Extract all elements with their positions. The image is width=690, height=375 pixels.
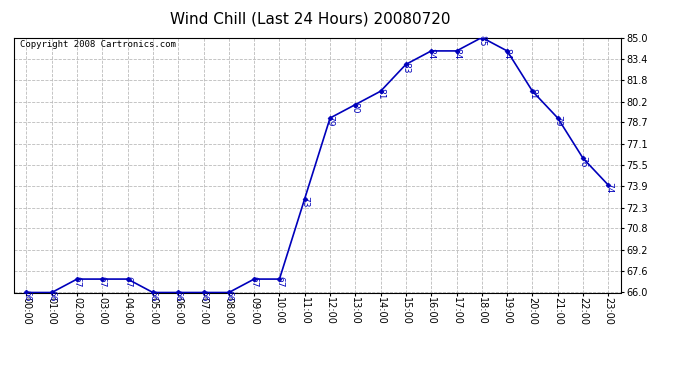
Text: 67: 67 (123, 276, 132, 288)
Text: 79: 79 (553, 115, 562, 127)
Text: 80: 80 (351, 102, 360, 113)
Text: 66: 66 (22, 290, 31, 301)
Text: Copyright 2008 Cartronics.com: Copyright 2008 Cartronics.com (20, 40, 176, 49)
Text: 85: 85 (477, 35, 486, 46)
Text: 66: 66 (199, 290, 208, 301)
Text: 84: 84 (452, 48, 461, 60)
Text: 83: 83 (402, 62, 411, 73)
Text: 81: 81 (376, 88, 385, 100)
Text: 81: 81 (528, 88, 537, 100)
Text: 66: 66 (224, 290, 233, 301)
Text: 84: 84 (502, 48, 512, 60)
Text: 67: 67 (250, 276, 259, 288)
Text: 79: 79 (326, 115, 335, 127)
Text: 76: 76 (578, 156, 588, 167)
Text: 66: 66 (47, 290, 57, 301)
Text: 73: 73 (300, 196, 309, 207)
Text: 67: 67 (275, 276, 284, 288)
Text: 67: 67 (98, 276, 107, 288)
Text: 84: 84 (426, 48, 436, 60)
Text: 74: 74 (604, 182, 613, 194)
Text: 67: 67 (72, 276, 81, 288)
Text: Wind Chill (Last 24 Hours) 20080720: Wind Chill (Last 24 Hours) 20080720 (170, 11, 451, 26)
Text: 66: 66 (174, 290, 183, 301)
Text: 66: 66 (148, 290, 157, 301)
